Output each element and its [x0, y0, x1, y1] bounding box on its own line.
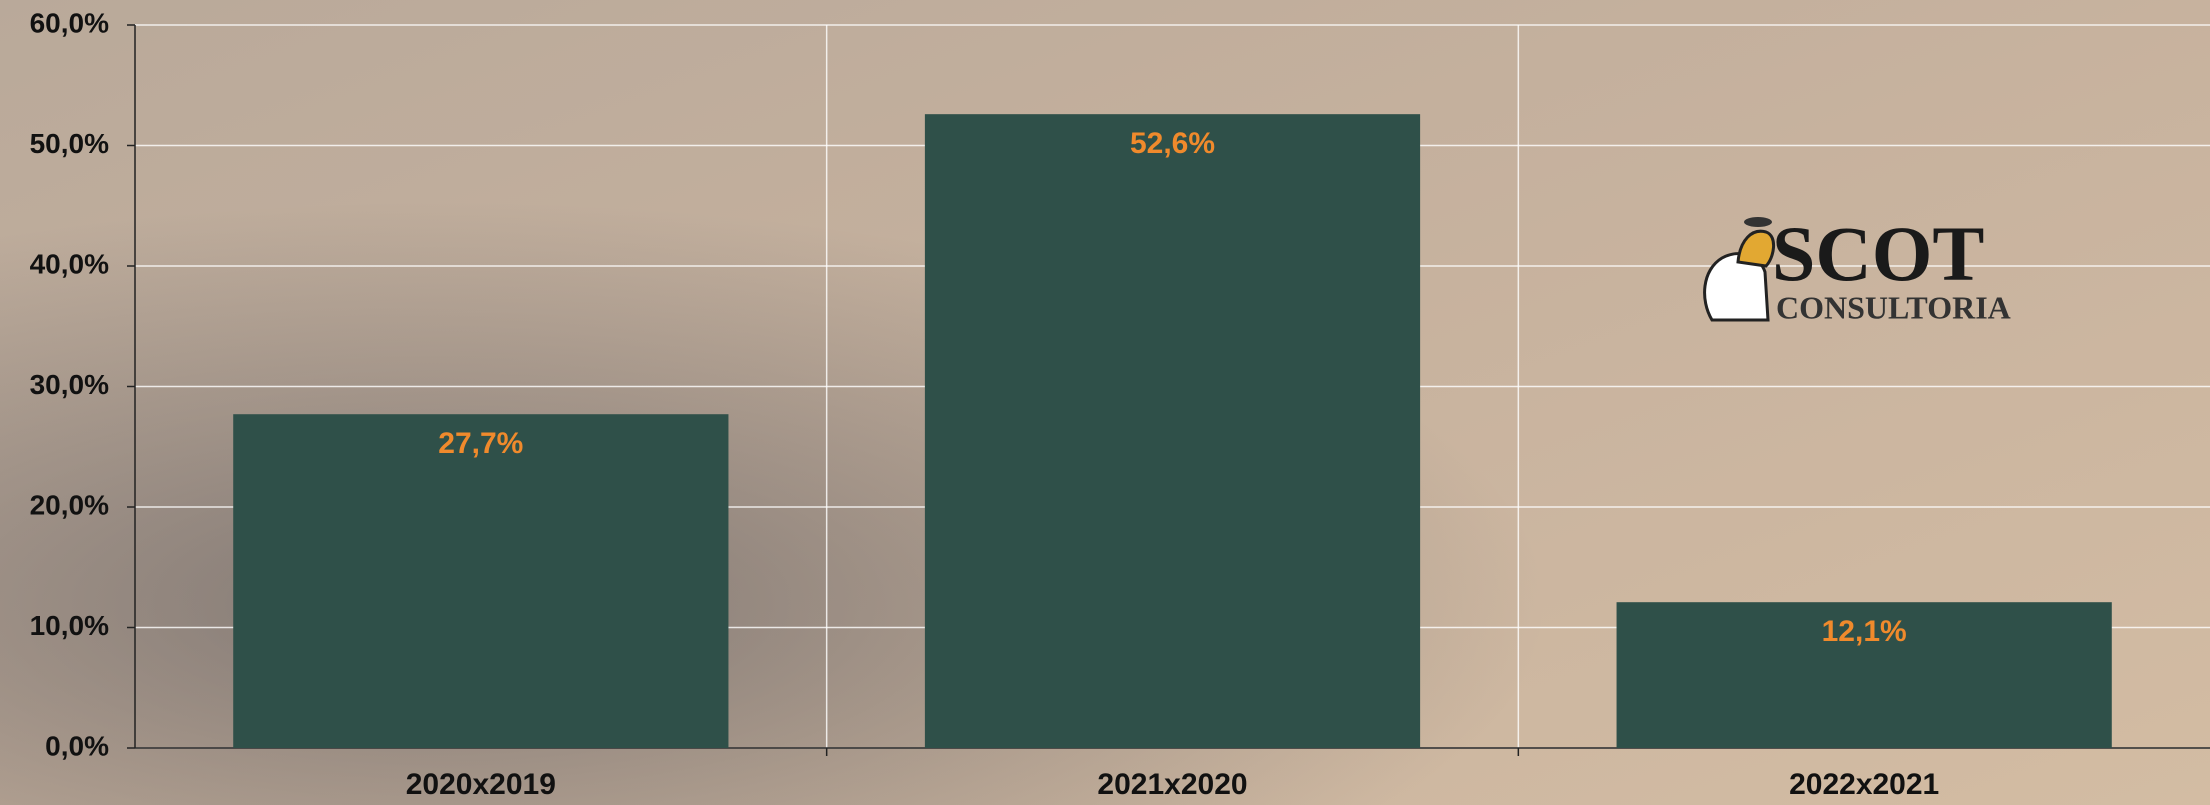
y-tick-label: 10,0% — [30, 610, 109, 641]
y-tick-label: 40,0% — [30, 248, 109, 279]
chart: 0,0% 10,0% 20,0% 30,0% 40,0% 50,0% 60,0% 2020x2… — [0, 0, 2210, 805]
x-tick-label: 2020x2019 — [406, 768, 556, 801]
logo-name: SCOT — [1772, 210, 1984, 297]
logo-hat — [1744, 217, 1772, 227]
value-label: 52,6% — [1130, 127, 1215, 160]
y-tick-label: 50,0% — [30, 128, 109, 159]
y-tick-label: 60,0% — [30, 7, 109, 38]
x-tick-label: 2022x2021 — [1789, 768, 1939, 801]
logo-subtitle: CONSULTORIA — [1776, 289, 2011, 325]
y-tick-label: 20,0% — [30, 489, 109, 520]
value-label: 27,7% — [438, 427, 523, 460]
y-tick-label: 0,0% — [45, 730, 109, 761]
bar — [925, 114, 1420, 748]
y-tick-label: 30,0% — [30, 369, 109, 400]
value-label: 12,1% — [1822, 615, 1907, 648]
bar — [233, 414, 728, 748]
x-tick-label: 2021x2020 — [1097, 768, 1247, 801]
